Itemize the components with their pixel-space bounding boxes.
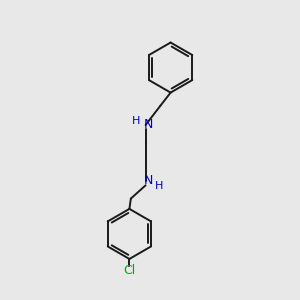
Text: N: N: [144, 118, 153, 131]
Text: H: H: [132, 116, 140, 126]
Text: Cl: Cl: [123, 264, 136, 277]
Text: N: N: [144, 174, 153, 188]
Text: H: H: [154, 181, 163, 191]
